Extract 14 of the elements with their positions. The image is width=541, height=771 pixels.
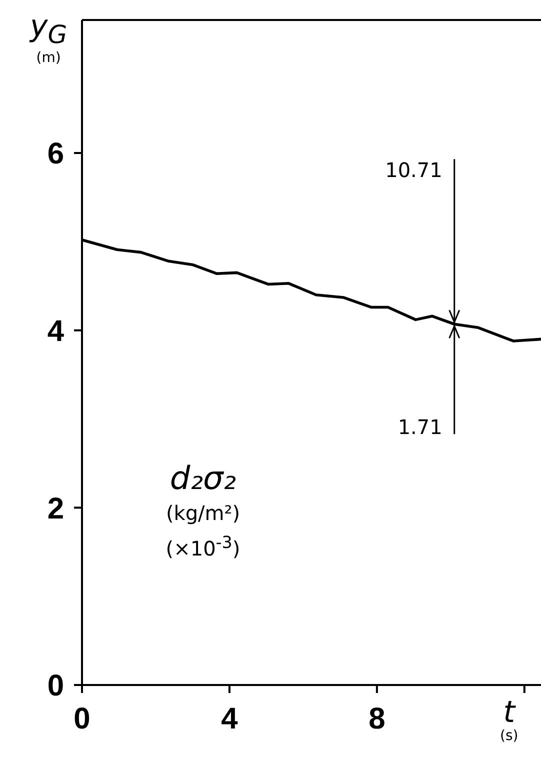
- y-tick-label: 0: [47, 670, 64, 703]
- x-tick-label: 8: [368, 702, 386, 736]
- annotation: (kg/m²): [164, 500, 242, 527]
- annotation: 10.71: [385, 158, 442, 182]
- y-tick-label: 6: [47, 138, 64, 171]
- annotation: 1.71: [398, 415, 442, 440]
- annotation: (×10$^{-3}$): [164, 532, 242, 563]
- annotation: d₂σ₂: [168, 458, 238, 498]
- x-tick-label: 0: [74, 702, 90, 736]
- y-tick-label: 4: [47, 314, 64, 348]
- y-tick-label: 2: [47, 492, 64, 526]
- x-tick-label: 4: [221, 702, 238, 736]
- x-axis-title: t (s): [500, 695, 518, 744]
- y-axis-title: y$_{G}$ (m): [30, 9, 68, 66]
